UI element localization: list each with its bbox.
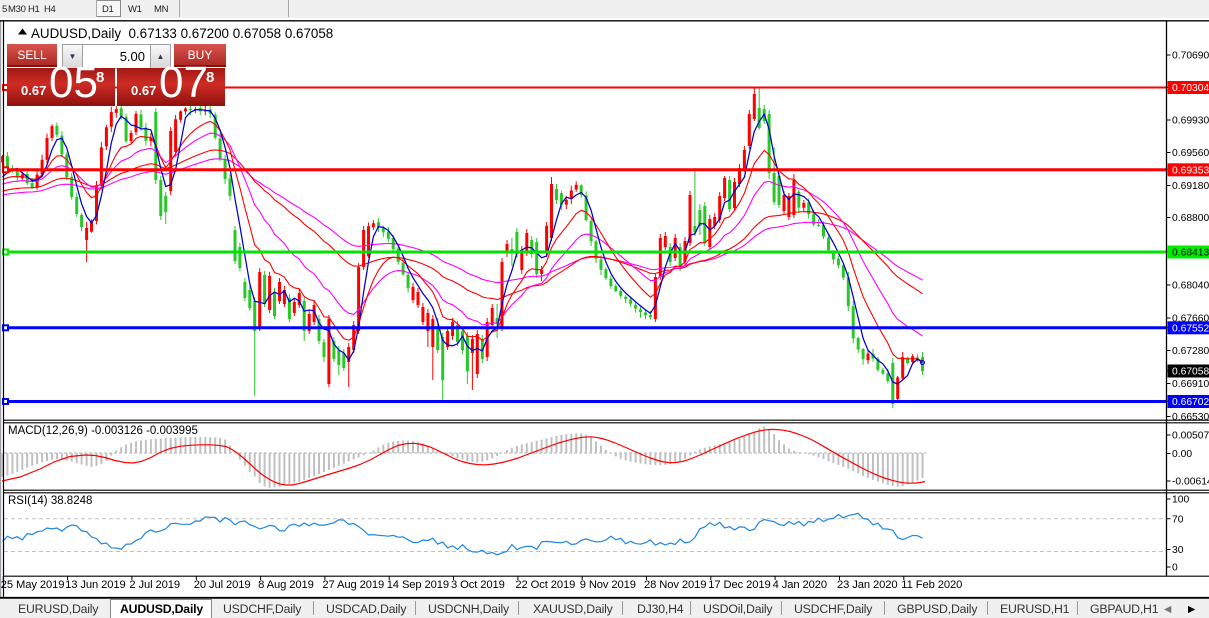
- svg-text:70: 70: [1172, 514, 1184, 525]
- svg-text:0.68040: 0.68040: [1172, 281, 1209, 292]
- svg-text:AUDUSD,Daily 0.67133 0.67200: AUDUSD,Daily 0.67133 0.67200 0.67058 0.6…: [31, 26, 333, 41]
- svg-text:100: 100: [1172, 495, 1189, 506]
- svg-text:4 Jan 2020: 4 Jan 2020: [773, 579, 827, 591]
- svg-text:0.69180: 0.69180: [1172, 181, 1209, 192]
- svg-text:17 Dec 2019: 17 Dec 2019: [708, 579, 770, 591]
- svg-text:9 Nov 2019: 9 Nov 2019: [580, 579, 636, 591]
- svg-text:11 Feb 2020: 11 Feb 2020: [901, 579, 962, 591]
- svg-text:23 Jan 2020: 23 Jan 2020: [837, 579, 898, 591]
- svg-text:0.005076: 0.005076: [1172, 431, 1209, 442]
- svg-text:0.00: 0.00: [1172, 449, 1192, 460]
- svg-text:3 Oct 2019: 3 Oct 2019: [451, 579, 505, 591]
- svg-text:0.67660: 0.67660: [1172, 314, 1209, 325]
- svg-text:0.70690: 0.70690: [1172, 51, 1209, 62]
- svg-text:0.67552: 0.67552: [1172, 323, 1209, 334]
- svg-text:0.69353: 0.69353: [1172, 165, 1209, 176]
- svg-text:0.69560: 0.69560: [1172, 148, 1209, 159]
- svg-text:RSI(14) 38.8248: RSI(14) 38.8248: [8, 495, 92, 507]
- svg-text:22 Oct 2019: 22 Oct 2019: [515, 579, 575, 591]
- svg-text:0.68800: 0.68800: [1172, 213, 1209, 224]
- svg-text:0.67058: 0.67058: [1172, 367, 1209, 378]
- svg-text:0.66702: 0.66702: [1172, 397, 1209, 408]
- svg-text:27 Aug 2019: 27 Aug 2019: [322, 579, 384, 591]
- svg-text:0: 0: [1172, 563, 1178, 574]
- svg-text:14 Sep 2019: 14 Sep 2019: [387, 579, 449, 591]
- svg-text:2 Jul 2019: 2 Jul 2019: [129, 579, 180, 591]
- svg-text:MACD(12,26,9) -0.003126 -0.003: MACD(12,26,9) -0.003126 -0.003995: [8, 425, 198, 437]
- svg-text:0.67280: 0.67280: [1172, 346, 1209, 357]
- svg-text:0.69930: 0.69930: [1172, 116, 1209, 127]
- svg-text:8 Aug 2019: 8 Aug 2019: [258, 579, 314, 591]
- svg-text:30: 30: [1172, 545, 1184, 556]
- svg-text:25 May 2019: 25 May 2019: [1, 579, 65, 591]
- svg-text:0.66910: 0.66910: [1172, 379, 1209, 390]
- svg-text:0.66530: 0.66530: [1172, 412, 1209, 423]
- svg-text:0.70304: 0.70304: [1172, 83, 1209, 94]
- svg-text:28 Nov 2019: 28 Nov 2019: [644, 579, 706, 591]
- svg-text:-0.006148: -0.006148: [1172, 477, 1209, 488]
- svg-text:13 Jun 2019: 13 Jun 2019: [65, 579, 126, 591]
- svg-text:0.68413: 0.68413: [1172, 248, 1209, 259]
- svg-text:20 Jul 2019: 20 Jul 2019: [194, 579, 251, 591]
